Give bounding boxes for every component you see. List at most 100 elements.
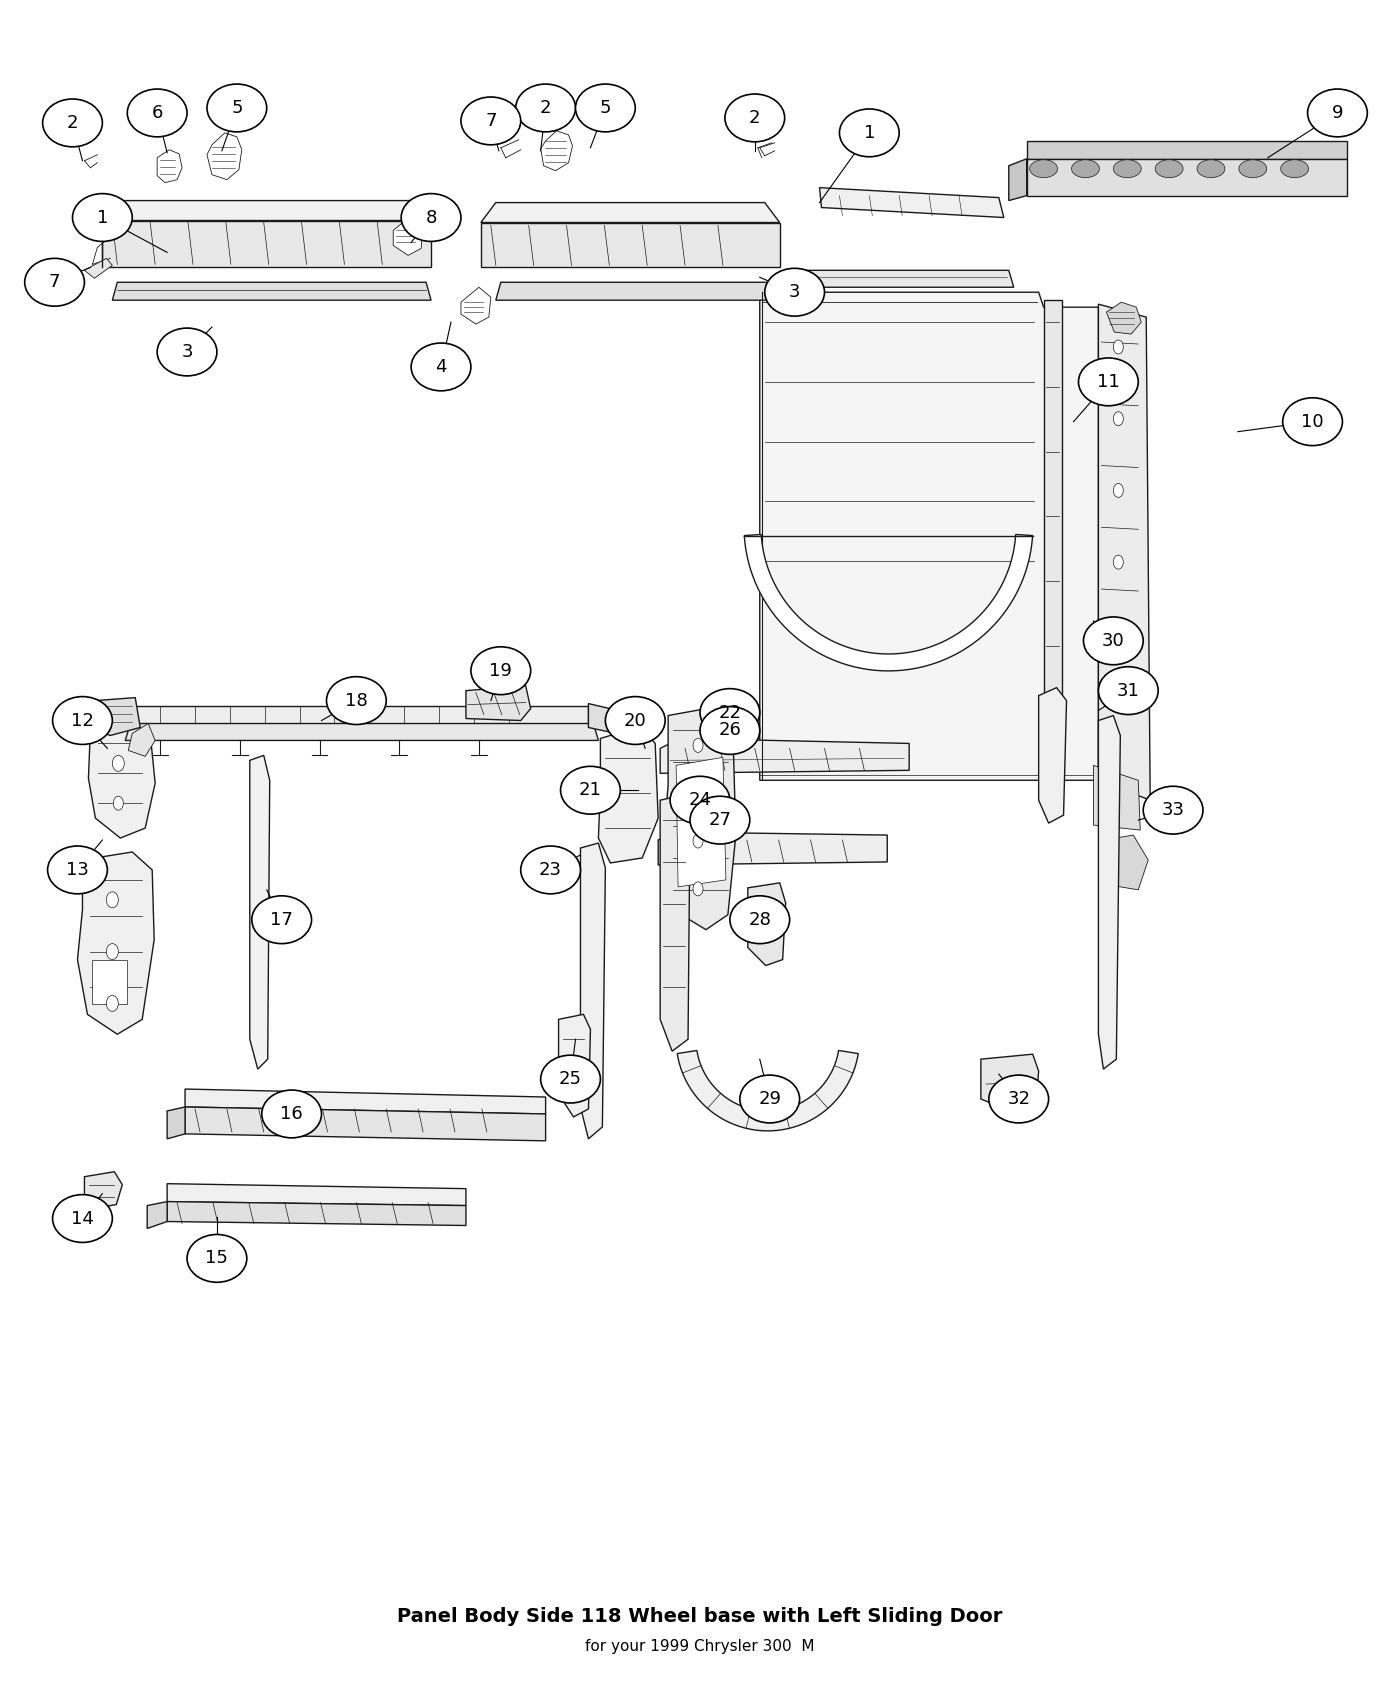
- Ellipse shape: [207, 83, 267, 133]
- Ellipse shape: [73, 194, 132, 241]
- Text: 26: 26: [718, 721, 742, 740]
- Ellipse shape: [560, 767, 620, 814]
- Polygon shape: [799, 270, 1014, 287]
- Ellipse shape: [1281, 160, 1309, 178]
- Text: 20: 20: [624, 712, 647, 729]
- Ellipse shape: [106, 892, 119, 908]
- Ellipse shape: [587, 790, 595, 796]
- Text: 29: 29: [759, 1090, 781, 1108]
- Bar: [92, 959, 127, 1005]
- Polygon shape: [588, 704, 619, 733]
- Ellipse shape: [1113, 340, 1123, 354]
- Polygon shape: [167, 1202, 466, 1226]
- Ellipse shape: [113, 796, 123, 811]
- Polygon shape: [77, 852, 154, 1034]
- Polygon shape: [112, 282, 431, 301]
- Polygon shape: [581, 843, 605, 1139]
- Polygon shape: [102, 221, 431, 267]
- Text: 24: 24: [689, 790, 711, 809]
- Polygon shape: [185, 1107, 546, 1141]
- Ellipse shape: [1113, 411, 1123, 425]
- Ellipse shape: [262, 1090, 322, 1137]
- Polygon shape: [676, 758, 725, 887]
- Ellipse shape: [461, 97, 521, 144]
- Ellipse shape: [1144, 787, 1203, 835]
- Text: 14: 14: [71, 1209, 94, 1227]
- Text: 30: 30: [1102, 632, 1124, 649]
- Polygon shape: [1026, 158, 1347, 196]
- Ellipse shape: [700, 707, 760, 755]
- Ellipse shape: [693, 835, 703, 848]
- Text: 1: 1: [864, 124, 875, 141]
- Text: 8: 8: [426, 209, 437, 226]
- Ellipse shape: [521, 847, 581, 894]
- Ellipse shape: [725, 94, 784, 141]
- Polygon shape: [102, 201, 431, 221]
- Text: 32: 32: [1007, 1090, 1030, 1108]
- Text: 12: 12: [71, 712, 94, 729]
- Polygon shape: [393, 216, 423, 255]
- Text: Panel Body Side 118 Wheel base with Left Sliding Door: Panel Body Side 118 Wheel base with Left…: [398, 1608, 1002, 1627]
- Text: 2: 2: [67, 114, 78, 133]
- Ellipse shape: [764, 269, 825, 316]
- Ellipse shape: [1029, 160, 1057, 178]
- Ellipse shape: [252, 896, 312, 944]
- Polygon shape: [1103, 835, 1148, 889]
- Ellipse shape: [1113, 483, 1123, 498]
- Text: 2: 2: [540, 99, 552, 117]
- Ellipse shape: [1071, 160, 1099, 178]
- Ellipse shape: [1239, 160, 1267, 178]
- Polygon shape: [207, 133, 242, 180]
- Ellipse shape: [53, 697, 112, 745]
- Text: 5: 5: [231, 99, 242, 117]
- Text: 16: 16: [280, 1105, 302, 1124]
- Ellipse shape: [690, 796, 750, 843]
- Ellipse shape: [515, 83, 575, 133]
- Text: 18: 18: [344, 692, 368, 709]
- Ellipse shape: [729, 896, 790, 944]
- Polygon shape: [1039, 687, 1067, 823]
- Polygon shape: [745, 534, 1033, 672]
- Ellipse shape: [1113, 556, 1123, 570]
- Ellipse shape: [1282, 398, 1343, 445]
- Ellipse shape: [840, 109, 899, 156]
- Text: 1: 1: [97, 209, 108, 226]
- Polygon shape: [664, 706, 736, 930]
- Ellipse shape: [470, 646, 531, 695]
- Polygon shape: [84, 258, 112, 279]
- Ellipse shape: [540, 1056, 601, 1103]
- Text: 3: 3: [181, 343, 193, 360]
- Ellipse shape: [106, 944, 119, 959]
- Ellipse shape: [112, 755, 125, 772]
- Ellipse shape: [106, 996, 119, 1012]
- Polygon shape: [1043, 301, 1061, 780]
- Text: 4: 4: [435, 359, 447, 376]
- Text: 10: 10: [1301, 413, 1324, 430]
- Text: 19: 19: [490, 661, 512, 680]
- Ellipse shape: [700, 688, 760, 736]
- Polygon shape: [1009, 158, 1026, 201]
- Text: 2: 2: [749, 109, 760, 127]
- Ellipse shape: [402, 194, 461, 241]
- Polygon shape: [88, 714, 155, 838]
- Polygon shape: [125, 724, 598, 741]
- Polygon shape: [167, 1107, 185, 1139]
- Ellipse shape: [326, 677, 386, 724]
- Polygon shape: [678, 1051, 858, 1130]
- Ellipse shape: [1197, 160, 1225, 178]
- Ellipse shape: [53, 1195, 112, 1243]
- Text: 27: 27: [708, 811, 731, 830]
- Polygon shape: [480, 223, 780, 267]
- Ellipse shape: [693, 882, 703, 896]
- Polygon shape: [129, 724, 155, 756]
- Polygon shape: [147, 1202, 167, 1229]
- Text: 15: 15: [206, 1250, 228, 1268]
- Text: 5: 5: [599, 99, 612, 117]
- Polygon shape: [1106, 303, 1141, 335]
- Ellipse shape: [412, 343, 470, 391]
- Text: 11: 11: [1098, 372, 1120, 391]
- Ellipse shape: [1155, 160, 1183, 178]
- Polygon shape: [1099, 716, 1120, 1069]
- Text: for your 1999 Chrysler 300  M: for your 1999 Chrysler 300 M: [585, 1639, 815, 1654]
- Polygon shape: [480, 202, 780, 223]
